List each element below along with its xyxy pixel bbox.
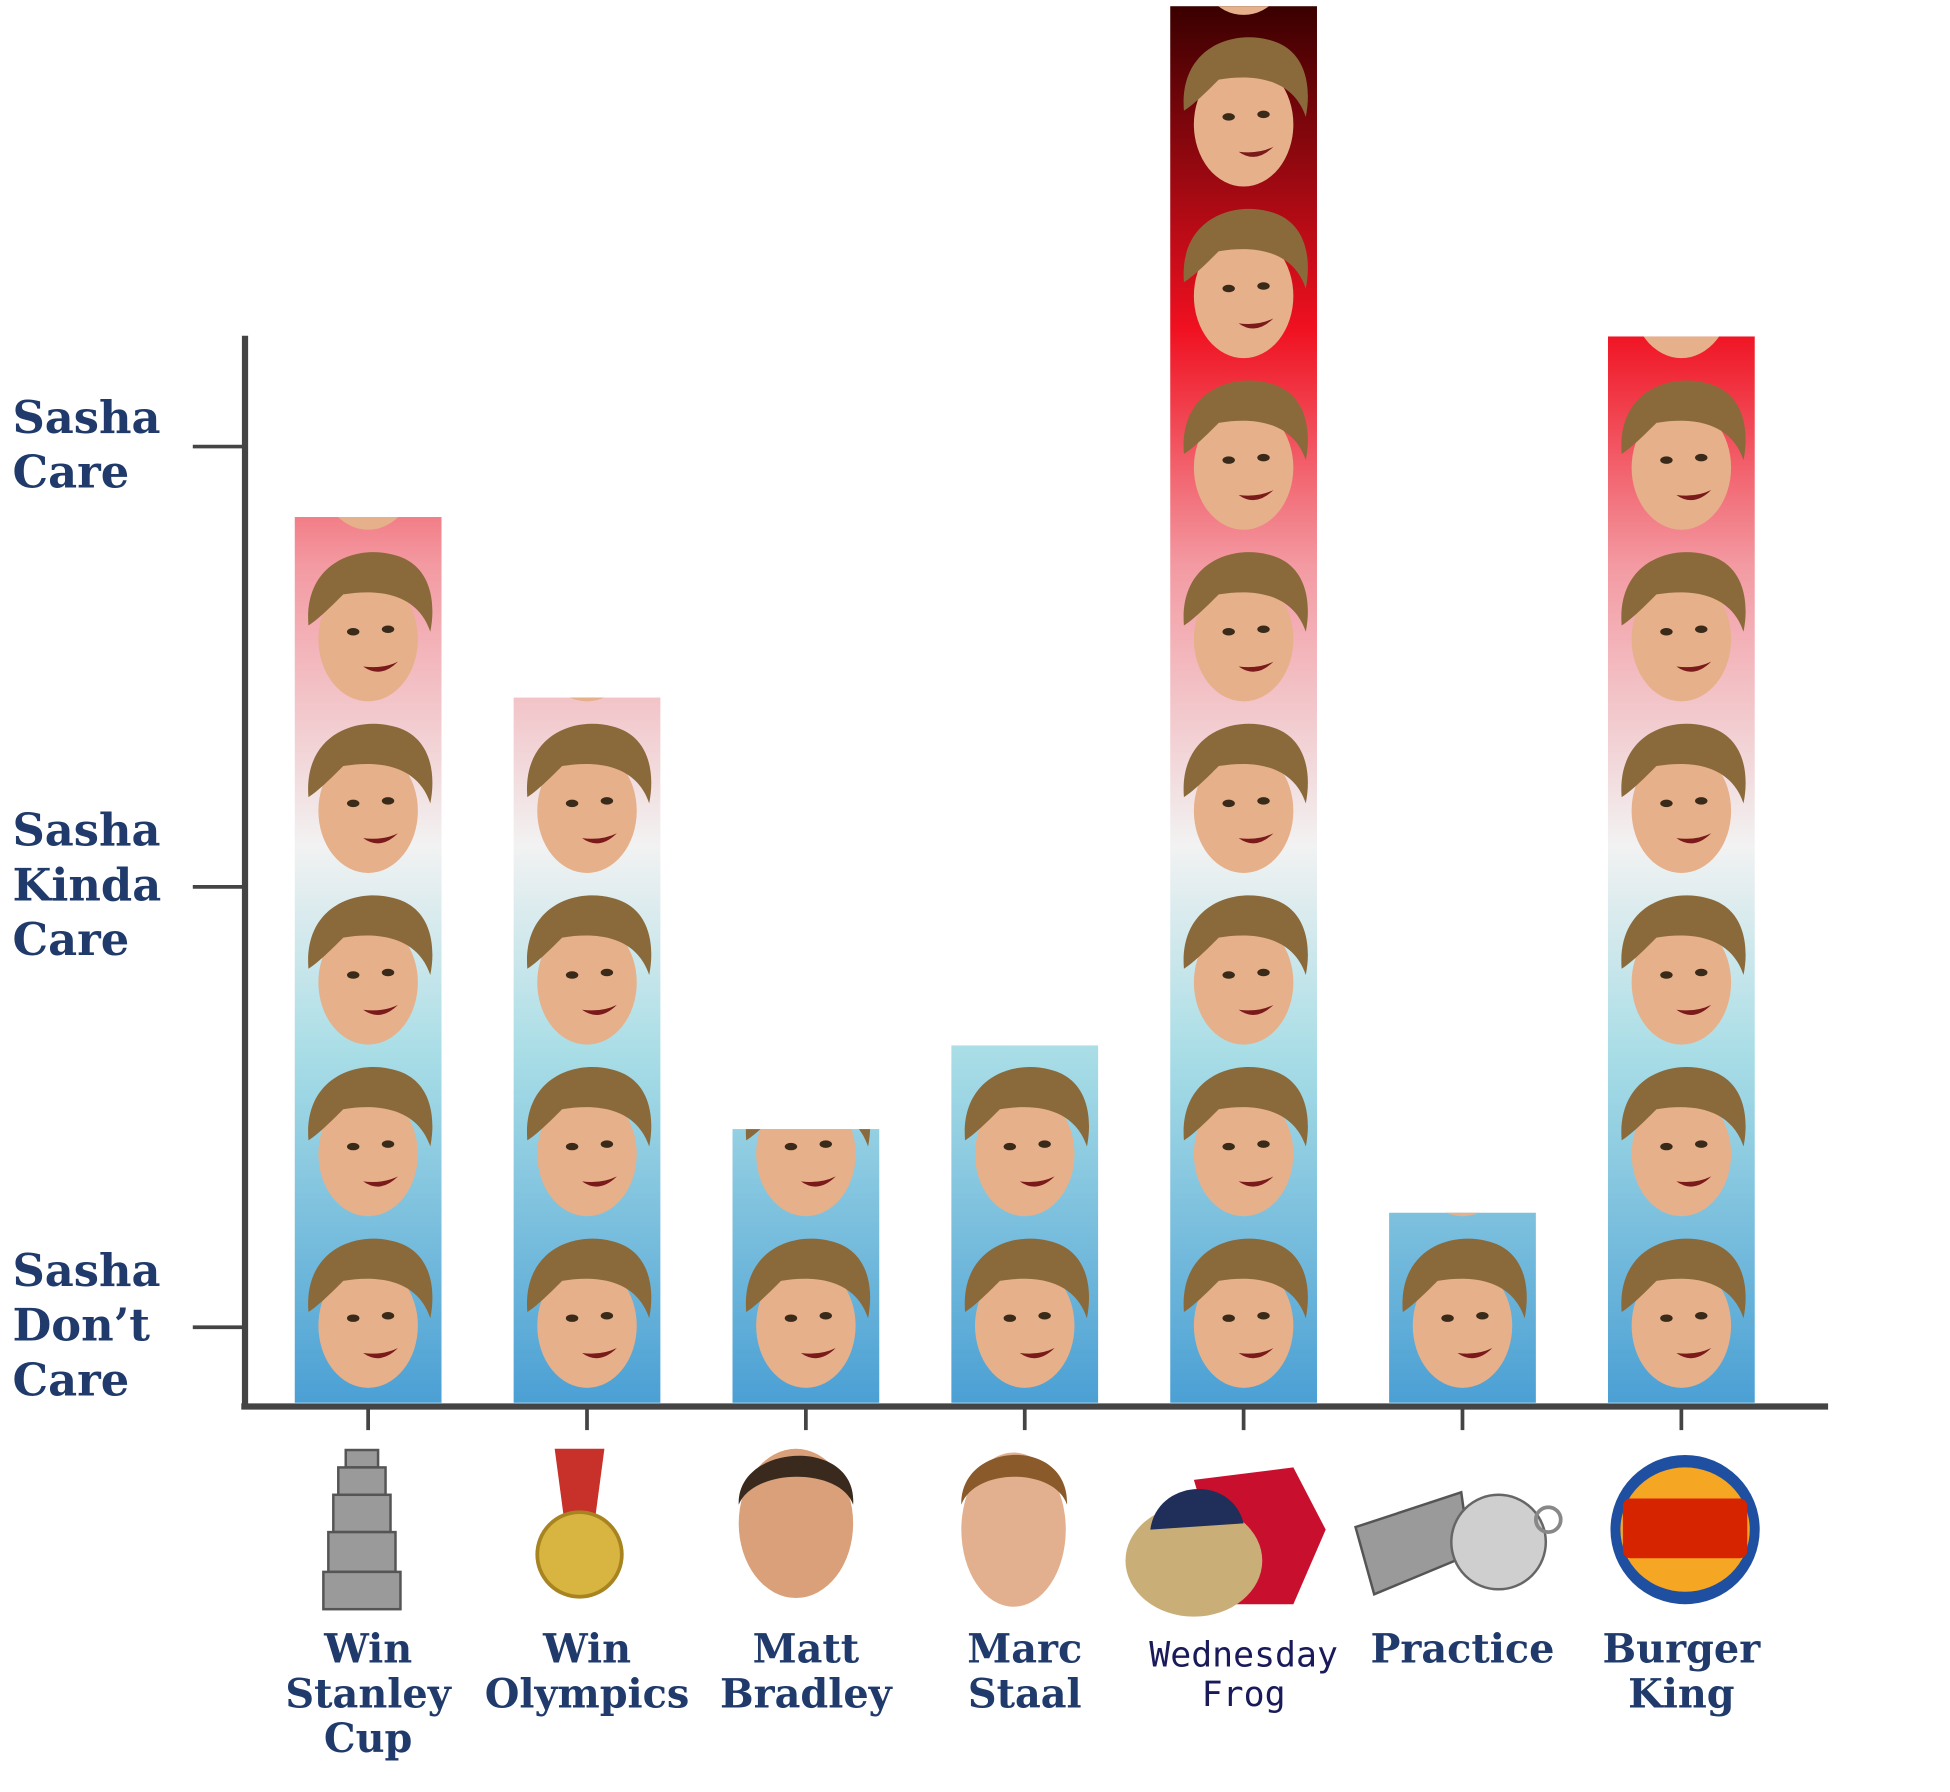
y-tick-label-wrap: Sasha Don’t Care bbox=[12, 1234, 199, 1421]
x-tick-label: Matt Bradley bbox=[719, 1626, 892, 1718]
face-icon bbox=[526, 697, 652, 702]
category-icons bbox=[322, 1448, 1760, 1617]
matt-bradley-icon bbox=[738, 1448, 854, 1599]
x-tick-label-wrap: Win Olympics bbox=[475, 1627, 699, 1717]
y-tick-label-box: Sasha Don’t Care bbox=[12, 1234, 199, 1421]
medal-icon bbox=[535, 1448, 624, 1599]
face-icon bbox=[308, 517, 433, 530]
burger-king-icon bbox=[1610, 1454, 1760, 1605]
x-tick-label-box: Win Olympics bbox=[475, 1627, 699, 1717]
x-tick-label-box: Wednesday Frog bbox=[1132, 1635, 1356, 1714]
face-icon bbox=[1621, 336, 1746, 359]
whistle-icon bbox=[1354, 1490, 1563, 1596]
y-tick-label-box: Sasha Care bbox=[12, 353, 199, 540]
x-tick-label-box: Marc Staal bbox=[913, 1627, 1137, 1717]
face-icon bbox=[965, 895, 1089, 1044]
x-tick-label-wrap: Wednesday Frog bbox=[1132, 1635, 1356, 1714]
bar-faces bbox=[964, 895, 1090, 1388]
bar-faces bbox=[526, 697, 652, 1388]
frog-icon bbox=[1125, 1467, 1326, 1617]
x-tick-label-wrap: Burger King bbox=[1569, 1627, 1793, 1717]
x-tick-label: Practice bbox=[1370, 1626, 1555, 1673]
plot-area bbox=[294, 6, 1755, 1403]
face-icon bbox=[1402, 1212, 1527, 1217]
marc-staal-icon bbox=[961, 1452, 1068, 1607]
y-tick-label: Sasha Care bbox=[12, 391, 161, 499]
x-tick-label-box: Burger King bbox=[1569, 1627, 1793, 1717]
x-tick-label: Burger King bbox=[1602, 1626, 1761, 1718]
x-tick-label-wrap: Practice bbox=[1351, 1627, 1575, 1672]
x-tick-label-box: Win Stanley Cup bbox=[256, 1627, 480, 1762]
y-tick-label: Sasha Don’t Care bbox=[12, 1245, 161, 1407]
x-tick-label: Win Stanley Cup bbox=[285, 1626, 451, 1763]
stanley-cup-icon bbox=[322, 1448, 402, 1611]
y-tick-label: Sasha Kinda Care bbox=[12, 804, 162, 967]
x-tick-label: Marc Staal bbox=[967, 1626, 1083, 1718]
x-tick-label-wrap: Win Stanley Cup bbox=[256, 1627, 480, 1762]
x-tick-label-wrap: Matt Bradley bbox=[694, 1627, 918, 1717]
x-tick-label-wrap: Marc Staal bbox=[913, 1627, 1137, 1717]
x-tick-label-box: Practice bbox=[1351, 1627, 1575, 1672]
x-tick-label-box: Matt Bradley bbox=[694, 1627, 918, 1717]
y-tick-label-box: Sasha Kinda Care bbox=[12, 794, 199, 981]
y-tick-label-wrap: Sasha Kinda Care bbox=[12, 794, 199, 981]
x-tick-label: Wednesday Frog bbox=[1149, 1635, 1338, 1715]
x-tick-label: Win Olympics bbox=[484, 1626, 690, 1718]
y-tick-label-wrap: Sasha Care bbox=[12, 353, 199, 540]
